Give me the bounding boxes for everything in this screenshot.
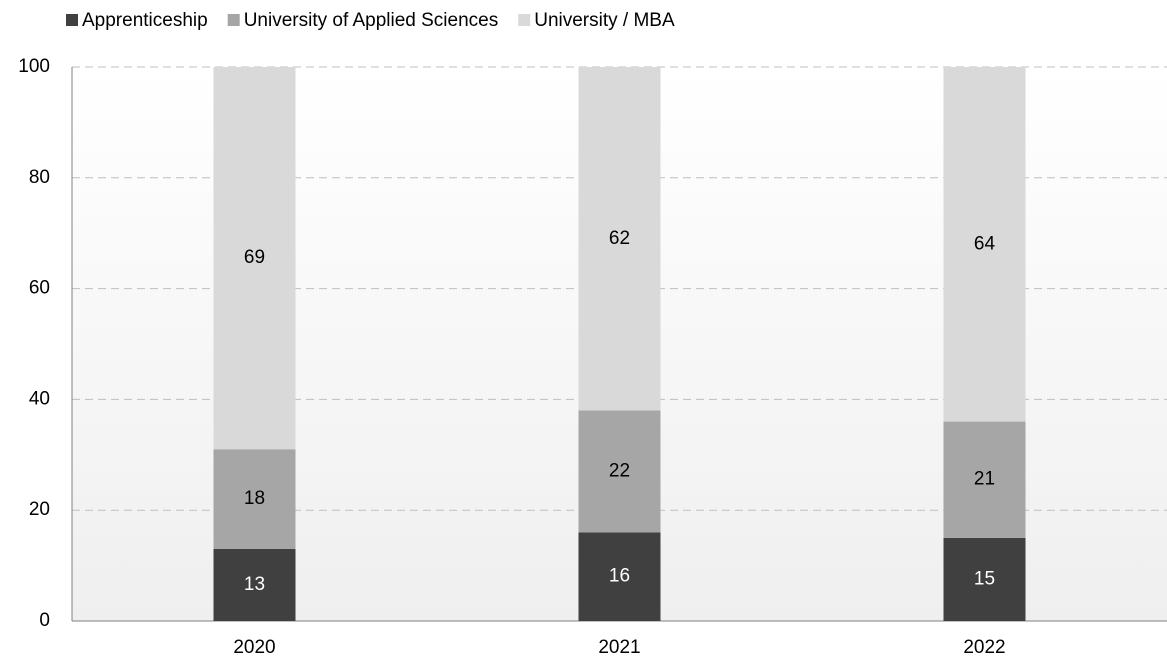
legend-label: University of Applied Sciences	[244, 10, 499, 31]
value-label: 16	[609, 566, 630, 587]
value-label: 69	[244, 247, 265, 268]
bar-segment	[213, 449, 296, 549]
value-label: 13	[244, 574, 265, 595]
legend-swatch	[227, 14, 240, 26]
y-tick-label: 60	[29, 278, 50, 299]
bar-segment	[213, 67, 296, 450]
bar-segment	[578, 410, 661, 533]
value-label: 15	[974, 568, 995, 589]
x-tick-label: 2020	[233, 637, 275, 658]
value-label: 21	[974, 469, 995, 490]
x-tick-label: 2021	[598, 637, 640, 658]
value-label: 62	[609, 228, 630, 249]
bar-segment	[943, 537, 1026, 621]
legend-swatch	[66, 14, 78, 26]
y-tick-label: 20	[29, 499, 50, 520]
y-tick-label: 100	[18, 56, 50, 77]
y-tick-label: 40	[29, 388, 50, 409]
x-tick-label: 2022	[963, 637, 1005, 658]
legend-swatch	[518, 14, 531, 26]
value-label: 64	[974, 233, 996, 254]
y-tick-label: 80	[29, 167, 50, 188]
legend-label: Apprenticeship	[82, 10, 208, 31]
value-label: 18	[244, 488, 265, 509]
bar-segment	[943, 421, 1026, 538]
value-label: 22	[609, 460, 630, 481]
bar-segment	[578, 67, 661, 411]
bar-segment	[213, 548, 296, 621]
y-tick-label: 0	[39, 610, 50, 631]
bar-segment	[578, 532, 661, 621]
legend-label: University / MBA	[534, 10, 675, 31]
bar-segment	[943, 67, 1026, 422]
